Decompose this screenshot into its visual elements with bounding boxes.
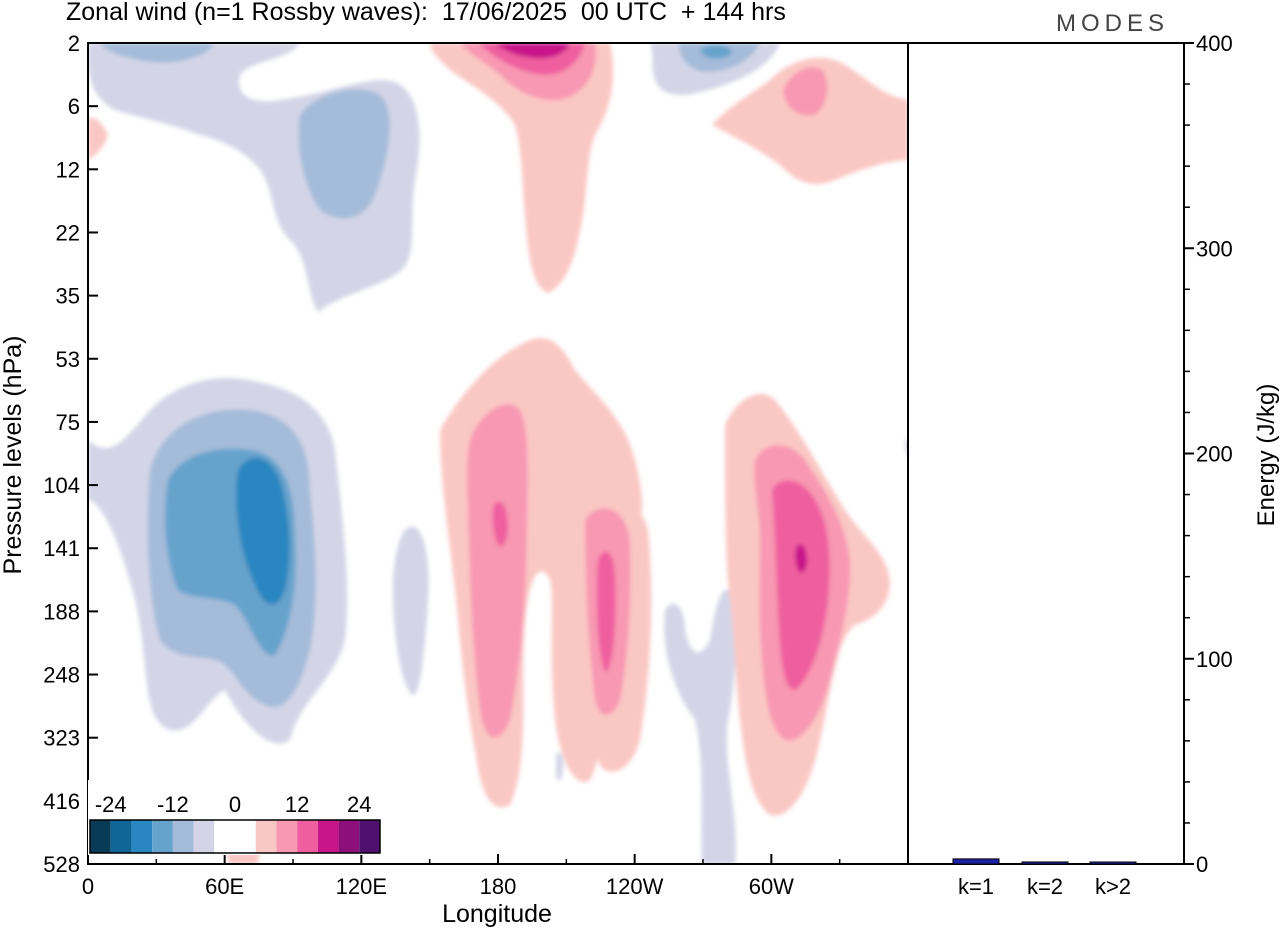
colorbar-swatch — [359, 820, 380, 853]
colorbar-label: 12 — [285, 792, 309, 817]
energy-tick-label: 400 — [1196, 31, 1233, 56]
y-tick-label: 35 — [56, 284, 80, 309]
x-tick-label: 120W — [606, 874, 664, 899]
energy-tick-label: 300 — [1196, 236, 1233, 261]
energy-category-label: k=2 — [1027, 874, 1063, 899]
energy-bar-1 — [952, 858, 1000, 865]
energy-plot-frame — [907, 42, 1185, 865]
y-axis: 2 6 12 22 35 53 75 104 141 188 248 323 416 528 — [43, 31, 98, 877]
positive-anomaly-lower-mid — [582, 500, 652, 772]
y-tick-label: 53 — [56, 347, 80, 372]
y-tick-label: 2 — [68, 31, 80, 56]
energy-category-label: k=1 — [958, 874, 994, 899]
colorbar-swatch — [276, 820, 298, 853]
colorbar-swatch — [235, 820, 256, 853]
y-tick-label: 248 — [43, 663, 80, 688]
colorbar-label: -24 — [95, 792, 127, 817]
energy-bar-2 — [1021, 861, 1069, 865]
energy-bars: k=1 k=2 k>2 — [952, 858, 1137, 899]
positive-anomaly-upper-right — [712, 57, 908, 185]
positive-anomaly-upper-center — [430, 43, 614, 293]
y-tick-label: 104 — [43, 473, 80, 498]
positive-anomaly-left-edge — [88, 117, 108, 160]
colorbar-swatch — [152, 820, 173, 853]
modes-logo: MODES — [1056, 10, 1170, 37]
colorbar-swatch — [110, 820, 132, 853]
y-tick-label: 12 — [56, 157, 80, 182]
energy-axis-label: Energy (J/kg) — [1253, 384, 1280, 527]
energy-tick-label: 0 — [1196, 852, 1208, 877]
y-tick-label: 323 — [43, 726, 80, 751]
colorbar-label: 24 — [347, 792, 371, 817]
colorbar-swatch — [255, 820, 277, 853]
colorbar-swatch — [214, 820, 235, 853]
x-tick-label: 180 — [480, 874, 517, 899]
negative-anomaly-upper-right — [650, 43, 780, 95]
y-tick-label: 141 — [43, 536, 80, 561]
energy-tick-label: 200 — [1196, 442, 1233, 467]
chart-title: Zonal wind (n=1 Rossby waves): 17/06/202… — [66, 0, 786, 26]
energy-bar-3 — [1089, 861, 1137, 865]
colorbar-swatch — [338, 820, 360, 853]
y-axis-label: Pressure levels (hPa) — [0, 336, 27, 575]
negative-anomaly-west-upper — [88, 43, 420, 312]
energy-tick-label: 100 — [1196, 647, 1233, 672]
negative-anomaly-small-3 — [556, 752, 564, 781]
colorbar-label: 0 — [229, 792, 241, 817]
colorbar-swatch — [131, 820, 153, 853]
x-tick-label: 0 — [82, 874, 94, 899]
y-tick-label: 188 — [43, 599, 80, 624]
y-tick-label: 416 — [43, 789, 80, 814]
colorbar-swatch — [193, 820, 215, 853]
x-axis-label: Longitude — [442, 900, 552, 928]
colorbar: -24 -12 0 12 24 — [88, 780, 382, 855]
colorbar-swatch — [317, 820, 339, 853]
y-tick-label: 75 — [56, 410, 80, 435]
colorbar-frame — [89, 819, 381, 854]
colorbar-label: -12 — [157, 792, 189, 817]
positive-anomaly-lower-right — [725, 394, 890, 816]
negative-anomaly-small-1 — [392, 526, 429, 696]
colorbar-swatch — [297, 820, 318, 853]
colorbar-swatch — [90, 820, 111, 853]
x-tick-label: 60E — [205, 874, 244, 899]
y-tick-label: 22 — [56, 220, 80, 245]
x-axis: 0 60E 120E 180 120W 60W — [82, 854, 841, 899]
energy-axis: 0 100 200 300 400 — [1184, 31, 1233, 877]
x-tick-label: 120E — [336, 874, 387, 899]
energy-category-label: k>2 — [1095, 874, 1131, 899]
x-tick-label: 60W — [749, 874, 794, 899]
y-tick-label: 528 — [43, 852, 80, 877]
y-tick-label: 6 — [68, 94, 80, 119]
negative-anomaly-small-2 — [664, 589, 736, 864]
colorbar-swatch — [172, 820, 194, 853]
zonal-wind-contours — [88, 43, 908, 864]
negative-anomaly-west-lower — [88, 378, 348, 744]
